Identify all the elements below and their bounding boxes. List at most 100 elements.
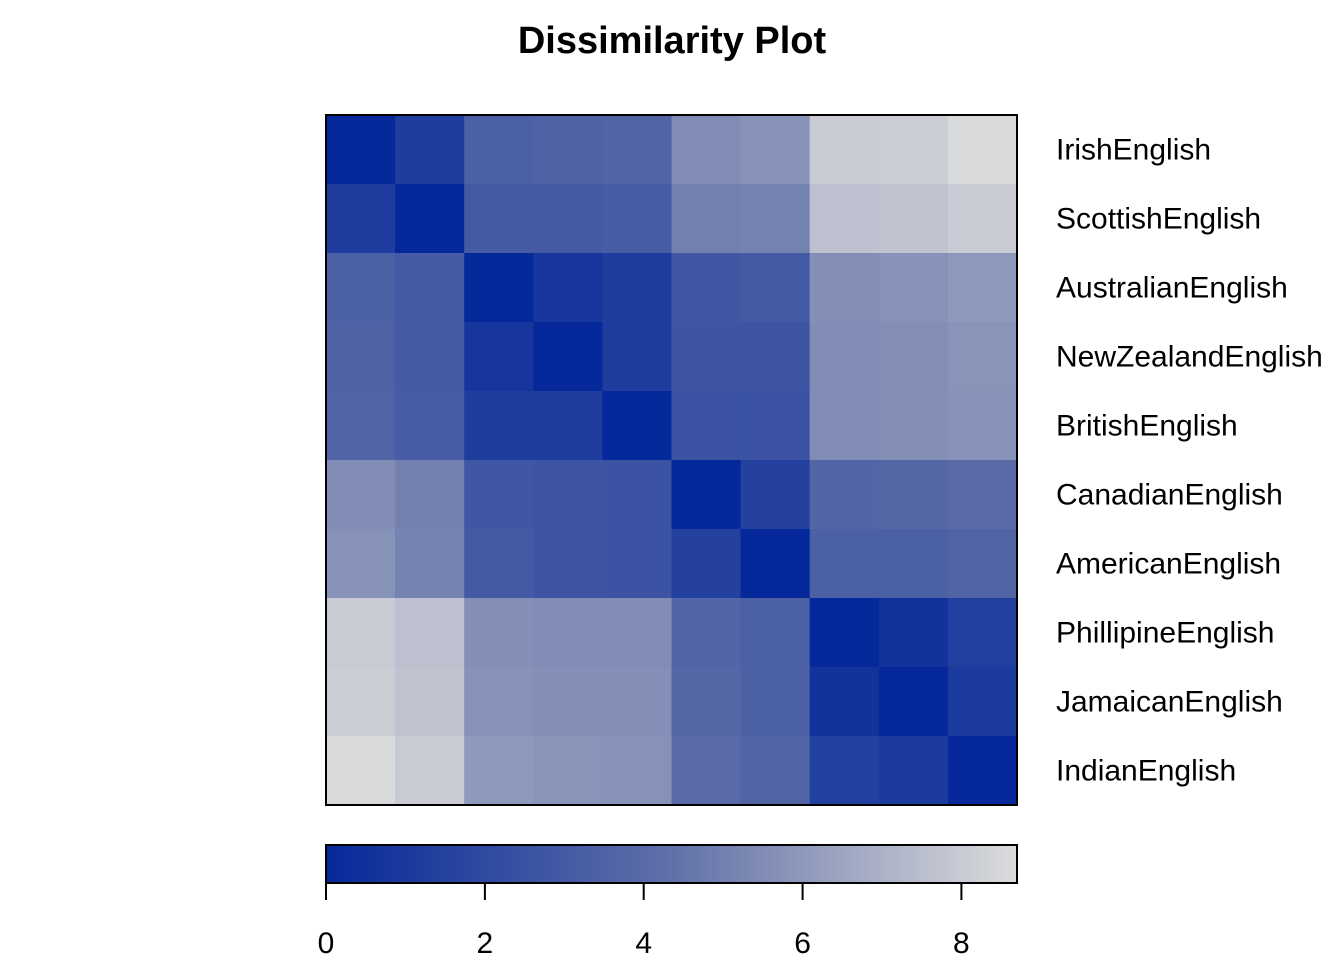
heatmap-cell-4-8 bbox=[878, 391, 949, 461]
row-label: NewZealandEnglish bbox=[1056, 341, 1323, 374]
heatmap-cell-6-9 bbox=[947, 529, 1018, 599]
heatmap-cell-4-0 bbox=[326, 391, 396, 461]
heatmap-cell-2-0 bbox=[326, 253, 396, 323]
heatmap-cell-3-6 bbox=[740, 322, 811, 392]
heatmap-frame bbox=[325, 114, 1018, 806]
heatmap-cell-3-1 bbox=[395, 322, 465, 392]
row-label: CanadianEnglish bbox=[1056, 479, 1283, 512]
heatmap-cell-3-5 bbox=[671, 322, 742, 392]
heatmap-cell-5-0 bbox=[326, 460, 396, 530]
heatmap-cell-0-1 bbox=[395, 115, 465, 185]
heatmap-cell-0-5 bbox=[671, 115, 742, 185]
heatmap-cell-9-9 bbox=[947, 736, 1018, 806]
heatmap-cell-7-3 bbox=[533, 598, 603, 668]
heatmap-cell-8-7 bbox=[809, 667, 880, 737]
heatmap-cell-4-5 bbox=[671, 391, 742, 461]
heatmap-cell-8-4 bbox=[602, 667, 673, 737]
heatmap-cell-3-8 bbox=[878, 322, 949, 392]
row-label: ScottishEnglish bbox=[1056, 203, 1261, 236]
heatmap-cell-6-5 bbox=[671, 529, 742, 599]
heatmap-cell-2-3 bbox=[533, 253, 603, 323]
heatmap-cell-0-4 bbox=[602, 115, 673, 185]
heatmap-cell-3-2 bbox=[464, 322, 534, 392]
heatmap-cell-1-5 bbox=[671, 184, 742, 254]
heatmap-cell-7-6 bbox=[740, 598, 811, 668]
heatmap-cell-2-4 bbox=[602, 253, 673, 323]
heatmap-cell-3-3 bbox=[533, 322, 603, 392]
heatmap-cell-5-7 bbox=[809, 460, 880, 530]
heatmap-cell-8-8 bbox=[878, 667, 949, 737]
heatmap-cell-6-1 bbox=[395, 529, 465, 599]
heatmap-cell-5-5 bbox=[671, 460, 742, 530]
heatmap-cell-0-3 bbox=[533, 115, 603, 185]
heatmap-cell-9-8 bbox=[878, 736, 949, 806]
heatmap-cell-5-8 bbox=[878, 460, 949, 530]
heatmap-cell-8-2 bbox=[464, 667, 534, 737]
heatmap-cell-8-9 bbox=[947, 667, 1018, 737]
heatmap-cell-4-9 bbox=[947, 391, 1018, 461]
heatmap-cell-5-2 bbox=[464, 460, 534, 530]
row-label: PhillipineEnglish bbox=[1056, 617, 1274, 650]
heatmap-cell-2-2 bbox=[464, 253, 534, 323]
heatmap-cell-1-7 bbox=[809, 184, 880, 254]
heatmap-cell-7-2 bbox=[464, 598, 534, 668]
heatmap-cell-3-0 bbox=[326, 322, 396, 392]
heatmap-cell-4-2 bbox=[464, 391, 534, 461]
row-label: IrishEnglish bbox=[1056, 134, 1211, 167]
heatmap-cell-6-7 bbox=[809, 529, 880, 599]
heatmap-cell-9-3 bbox=[533, 736, 603, 806]
heatmap-cell-9-2 bbox=[464, 736, 534, 806]
heatmap-cell-3-7 bbox=[809, 322, 880, 392]
heatmap-cell-8-5 bbox=[671, 667, 742, 737]
heatmap-cell-0-2 bbox=[464, 115, 534, 185]
heatmap-cell-9-5 bbox=[671, 736, 742, 806]
heatmap-cell-6-8 bbox=[878, 529, 949, 599]
heatmap-cell-0-0 bbox=[326, 115, 396, 185]
row-label: IndianEnglish bbox=[1056, 755, 1236, 788]
heatmap-cell-7-5 bbox=[671, 598, 742, 668]
colorbar-tick-label: 0 bbox=[318, 927, 335, 960]
heatmap-cell-4-7 bbox=[809, 391, 880, 461]
heatmap-grid bbox=[326, 115, 1018, 806]
heatmap-cell-6-2 bbox=[464, 529, 534, 599]
heatmap-cell-1-0 bbox=[326, 184, 396, 254]
heatmap-cell-5-6 bbox=[740, 460, 811, 530]
heatmap-cell-8-1 bbox=[395, 667, 465, 737]
heatmap-cell-5-3 bbox=[533, 460, 603, 530]
heatmap-cell-9-4 bbox=[602, 736, 673, 806]
heatmap-cell-0-6 bbox=[740, 115, 811, 185]
heatmap-cell-6-0 bbox=[326, 529, 396, 599]
heatmap-cell-1-2 bbox=[464, 184, 534, 254]
colorbar-tick-label: 2 bbox=[477, 927, 494, 960]
heatmap-cell-5-1 bbox=[395, 460, 465, 530]
heatmap-cell-1-1 bbox=[395, 184, 465, 254]
heatmap-cell-1-8 bbox=[878, 184, 949, 254]
heatmap-cell-0-9 bbox=[947, 115, 1018, 185]
heatmap-cell-2-9 bbox=[947, 253, 1018, 323]
heatmap-cell-6-3 bbox=[533, 529, 603, 599]
chart-title: Dissimilarity Plot bbox=[518, 20, 827, 62]
heatmap-cell-2-5 bbox=[671, 253, 742, 323]
heatmap-cell-3-9 bbox=[947, 322, 1018, 392]
colorbar-tick-label: 4 bbox=[635, 927, 652, 960]
heatmap-cell-2-1 bbox=[395, 253, 465, 323]
heatmap-cell-7-4 bbox=[602, 598, 673, 668]
colorbar-tick-label: 6 bbox=[794, 927, 811, 960]
heatmap-cell-4-6 bbox=[740, 391, 811, 461]
heatmap-cell-7-9 bbox=[947, 598, 1018, 668]
heatmap-cell-4-1 bbox=[395, 391, 465, 461]
heatmap-cell-3-4 bbox=[602, 322, 673, 392]
row-label: AmericanEnglish bbox=[1056, 548, 1281, 581]
heatmap-cell-9-0 bbox=[326, 736, 396, 806]
row-labels: IrishEnglish ScottishEnglish AustralianEng… bbox=[1056, 134, 1323, 788]
heatmap-cell-1-3 bbox=[533, 184, 603, 254]
heatmap-cell-9-6 bbox=[740, 736, 811, 806]
heatmap-cell-1-9 bbox=[947, 184, 1018, 254]
heatmap-cell-6-4 bbox=[602, 529, 673, 599]
heatmap-cell-8-6 bbox=[740, 667, 811, 737]
heatmap-cell-7-7 bbox=[809, 598, 880, 668]
heatmap-cell-9-1 bbox=[395, 736, 465, 806]
heatmap-cell-2-7 bbox=[809, 253, 880, 323]
heatmap-cell-9-7 bbox=[809, 736, 880, 806]
